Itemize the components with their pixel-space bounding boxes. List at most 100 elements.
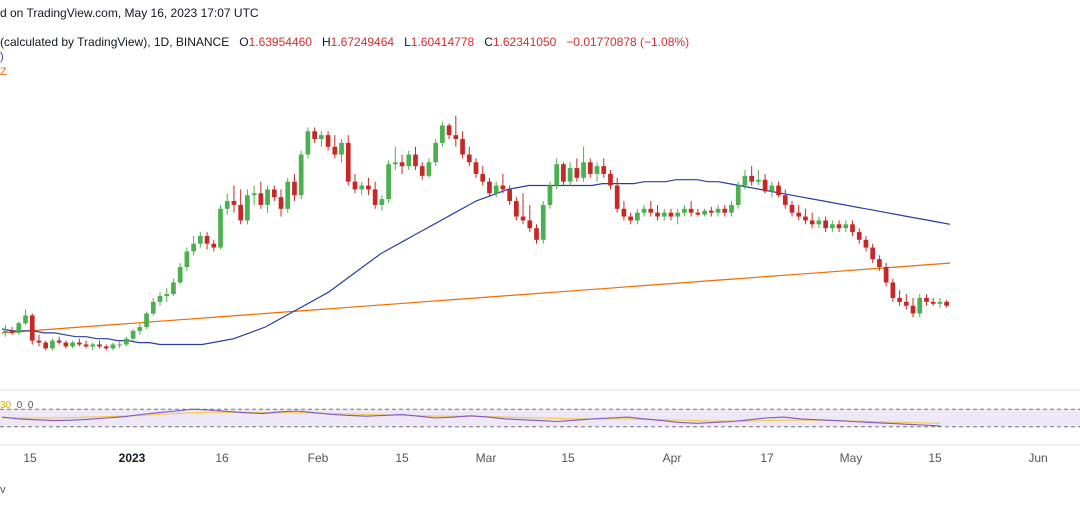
candle-body bbox=[493, 185, 499, 194]
candle-body bbox=[258, 193, 264, 205]
candle bbox=[487, 177, 492, 198]
candle-body bbox=[90, 344, 96, 347]
candle-body bbox=[36, 340, 42, 343]
candle-body bbox=[628, 216, 633, 221]
candle bbox=[897, 290, 902, 306]
candle-body bbox=[285, 181, 291, 209]
candle bbox=[278, 189, 284, 217]
candle bbox=[850, 220, 855, 236]
candle-body bbox=[567, 168, 573, 182]
candle-body bbox=[278, 197, 284, 209]
candle-body bbox=[587, 162, 593, 174]
time-axis: 15 2023 16 Feb 15 Mar 15 Apr 17 May 15 Jun bbox=[0, 444, 1080, 465]
candle-body bbox=[695, 212, 701, 215]
candle-body bbox=[319, 135, 324, 140]
candle bbox=[372, 181, 378, 209]
candle-body bbox=[655, 212, 660, 217]
candle bbox=[3, 325, 8, 337]
candle-body bbox=[406, 154, 412, 167]
candle-body bbox=[379, 199, 385, 205]
candle-body bbox=[224, 201, 230, 209]
candle bbox=[520, 193, 526, 225]
candle-body bbox=[513, 201, 519, 217]
candle bbox=[90, 342, 96, 351]
candle-body bbox=[601, 166, 607, 174]
rsi-legend-value-a: 30 bbox=[0, 400, 12, 411]
candle bbox=[587, 158, 593, 178]
candle-body bbox=[581, 162, 586, 178]
candle-body bbox=[782, 195, 788, 205]
candle bbox=[540, 201, 546, 244]
x-tick-label: Jun bbox=[1028, 451, 1047, 465]
candle bbox=[231, 185, 237, 213]
candle bbox=[493, 181, 499, 198]
candle bbox=[782, 189, 788, 209]
candle bbox=[285, 177, 291, 213]
candle-body bbox=[43, 342, 49, 349]
candle-body bbox=[641, 208, 647, 213]
candle bbox=[76, 338, 82, 347]
candle-body bbox=[191, 243, 196, 252]
candle bbox=[668, 208, 674, 221]
candle bbox=[191, 235, 196, 256]
open-value: 1.63954460 bbox=[248, 35, 312, 49]
candle bbox=[238, 189, 244, 225]
candle bbox=[224, 193, 230, 215]
candle-body bbox=[480, 173, 486, 182]
candle-body bbox=[386, 164, 391, 200]
candle bbox=[836, 220, 842, 233]
candle bbox=[271, 185, 277, 202]
symbol-info: (calculated by TradingView), 1D, BINANCE bbox=[0, 35, 230, 49]
candle bbox=[63, 340, 69, 349]
candle bbox=[345, 135, 351, 186]
candle bbox=[480, 166, 486, 186]
candle-body bbox=[446, 125, 452, 136]
candle-body bbox=[540, 204, 546, 240]
candle bbox=[883, 263, 889, 287]
candle-body bbox=[184, 251, 190, 267]
candle bbox=[177, 263, 183, 285]
candle bbox=[749, 166, 755, 186]
candle-body bbox=[729, 204, 734, 213]
candle bbox=[83, 340, 89, 349]
candle-body bbox=[110, 344, 116, 349]
candle-body bbox=[339, 142, 344, 155]
ma-fast-legend[interactable]: ) bbox=[0, 51, 4, 63]
ma-slow-legend[interactable]: Z bbox=[0, 66, 7, 78]
x-tick-label: 2023 bbox=[119, 451, 146, 465]
candle-body bbox=[897, 297, 902, 302]
close-value: 1.62341050 bbox=[492, 35, 557, 49]
candle-body bbox=[688, 208, 694, 213]
candle bbox=[298, 150, 304, 200]
candle-body bbox=[453, 135, 459, 140]
candle-body bbox=[332, 146, 338, 155]
candle bbox=[339, 139, 344, 163]
candle-body bbox=[803, 216, 808, 221]
candle-body bbox=[426, 162, 432, 176]
candle-body bbox=[97, 344, 102, 347]
candle bbox=[352, 173, 358, 194]
candle-body bbox=[399, 162, 405, 167]
candle bbox=[513, 197, 519, 221]
candle-body bbox=[883, 266, 889, 283]
candle bbox=[675, 208, 681, 225]
high-label: H bbox=[322, 35, 331, 49]
candle-body bbox=[850, 224, 855, 233]
rsi-legend[interactable]: 30 0 0 bbox=[0, 400, 33, 411]
candle bbox=[16, 321, 22, 335]
candle-body bbox=[103, 346, 109, 349]
candle bbox=[708, 206, 714, 217]
candle-body bbox=[621, 208, 627, 217]
candle-body bbox=[756, 179, 761, 182]
candle bbox=[413, 146, 418, 171]
candle bbox=[823, 216, 828, 233]
high-value: 1.67249464 bbox=[330, 35, 395, 49]
source-line: d on TradingView.com, May 16, 2023 17:07… bbox=[0, 6, 259, 20]
candle-body bbox=[762, 179, 768, 192]
candle bbox=[500, 173, 506, 194]
candle-body bbox=[352, 181, 358, 190]
candle bbox=[561, 162, 566, 186]
candle bbox=[601, 158, 607, 178]
candle bbox=[110, 342, 116, 351]
